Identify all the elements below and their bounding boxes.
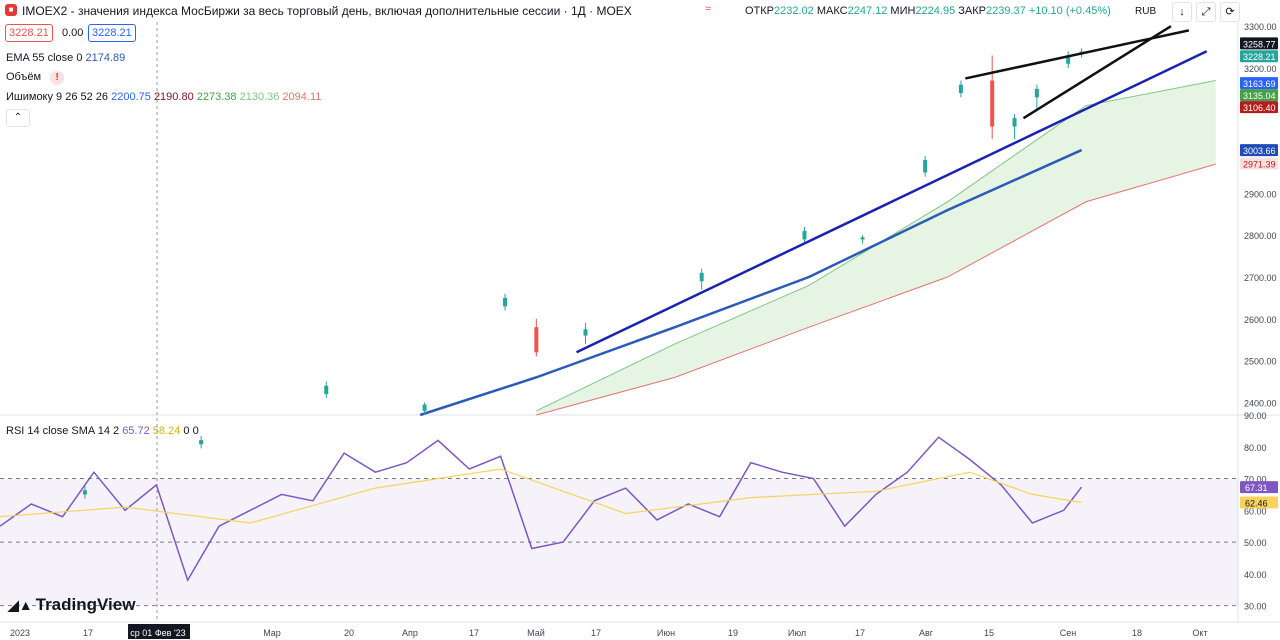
legend-collapse-button[interactable]: ⌃ — [6, 109, 30, 127]
price-axis-badge-text: 2971.39 — [1243, 160, 1276, 170]
time-tick-label: 19 — [728, 628, 738, 638]
candle-body — [923, 159, 928, 173]
legend-ema[interactable]: EMA 55 close 0 2174.89 — [6, 52, 126, 64]
time-tick-label: 15 — [984, 628, 994, 638]
price-tick-label: 2800.00 — [1244, 231, 1277, 241]
legend-rsi[interactable]: RSI 14 close SMA 14 2 65.72 58.24 0 0 — [6, 425, 199, 437]
price-axis-badge-text: 3228.21 — [1243, 52, 1276, 62]
ema-55-line — [419, 148, 1083, 417]
time-tick-label: 18 — [1132, 628, 1142, 638]
time-tick-label: 17 — [83, 628, 93, 638]
candle-body — [802, 231, 807, 240]
price-tick-label: 3200.00 — [1244, 64, 1277, 74]
drawn-trendline — [1022, 25, 1172, 120]
rsi-axis-badge-text: 67.31 — [1245, 483, 1268, 493]
rsi-tick-label: 40.00 — [1244, 570, 1267, 580]
candle-body — [583, 329, 588, 336]
candle-body — [958, 84, 963, 94]
candle-body — [860, 237, 865, 240]
candle-body — [1066, 55, 1071, 64]
time-tick-label: 17 — [469, 628, 479, 638]
time-tick-label: Окт — [1192, 628, 1207, 638]
time-tick-label: Июл — [788, 628, 806, 638]
rsi-tick-label: 60.00 — [1244, 506, 1267, 516]
drawn-trendline — [965, 29, 1190, 80]
legend-ichimoku[interactable]: Ишимоку 9 26 52 26 2200.75 2190.80 2273.… — [6, 91, 322, 103]
time-tick-label: 17 — [591, 628, 601, 638]
price-tick-label: 2700.00 — [1244, 273, 1277, 283]
candle-body — [503, 297, 508, 307]
time-tick-label: 17 — [855, 628, 865, 638]
time-tick-label: Апр — [402, 628, 418, 638]
rsi-ma-line — [0, 468, 1082, 524]
price-axis-badge — [1240, 101, 1278, 114]
price-tick-label: 2500.00 — [1244, 357, 1277, 367]
price-axis-badge — [1240, 37, 1278, 50]
candle-body — [990, 80, 995, 127]
time-tick-label: 2023 — [10, 628, 30, 638]
price-axis-badge-text: 3106.40 — [1243, 103, 1276, 113]
volume-alert-icon: ! — [50, 71, 65, 85]
time-tick-label: Авг — [919, 628, 934, 638]
bid-price-tag[interactable]: 3228.21 — [5, 24, 53, 42]
symbol-title[interactable]: IMOEX2 - значения индекса МосБиржи за ве… — [22, 4, 632, 18]
tradingview-icon: ◢▲ — [8, 597, 33, 613]
drawn-trendline — [576, 50, 1208, 354]
rsi-line — [0, 436, 1083, 583]
spread-value: 0.00 — [62, 27, 84, 39]
price-axis-badge — [1240, 157, 1278, 170]
time-tick-label: ср 01 Фев '23 — [130, 628, 185, 638]
currency-label[interactable]: RUB — [1135, 6, 1157, 17]
price-tick-label: 2900.00 — [1244, 189, 1277, 199]
price-axis-badge — [1240, 89, 1278, 102]
compare-icon[interactable]: ≈ — [705, 3, 712, 15]
candle-body — [699, 272, 704, 282]
chart-header: ■ IMOEX2 - значения индекса МосБиржи за … — [0, 0, 1280, 22]
candle-body — [1034, 88, 1039, 98]
legend-volume[interactable]: Объём ! — [6, 71, 65, 85]
price-axis-badge — [1240, 77, 1278, 90]
refresh-icon[interactable]: ⟳ — [1220, 2, 1240, 22]
time-tick-label: Мар — [263, 628, 281, 638]
price-tick-label: 2600.00 — [1244, 315, 1277, 325]
rsi-tick-label: 30.00 — [1244, 602, 1267, 612]
rsi-tick-label: 90.00 — [1244, 411, 1267, 421]
ohlc-readout: ОТКР2232.02 МАКС2247.12 МИН2224.95 ЗАКР2… — [745, 5, 1111, 17]
candle-body — [82, 490, 87, 495]
candle-body — [534, 327, 539, 353]
rsi-tick-label: 50.00 — [1244, 538, 1267, 548]
rsi-axis-badge — [1240, 496, 1278, 509]
candle-body — [324, 385, 329, 395]
rsi-axis-badge — [1240, 481, 1278, 494]
price-axis-badge — [1240, 144, 1278, 157]
candle-body — [1012, 118, 1017, 127]
time-tick-label: Май — [527, 628, 545, 638]
crosshair-date-badge — [128, 624, 190, 639]
price-axis-badge-text: 3135.04 — [1243, 91, 1276, 101]
price-axis-badge-text: 3003.66 — [1243, 146, 1276, 156]
price-tick-label: 3300.00 — [1244, 22, 1277, 32]
rsi-tick-label: 70.00 — [1244, 475, 1267, 485]
fullscreen-icon[interactable]: ⤢ — [1196, 2, 1216, 22]
price-axis-badge-text: 3163.69 — [1243, 79, 1276, 89]
price-tick-label: 2400.00 — [1244, 398, 1277, 408]
time-tick-label: Сен — [1060, 628, 1077, 638]
price-axis-badge — [1240, 50, 1278, 63]
rsi-axis-badge-text: 62.46 — [1245, 499, 1268, 509]
time-tick-label: Июн — [657, 628, 675, 638]
symbol-logo-icon: ■ — [5, 4, 17, 16]
price-axis-badge-text: 3258.77 — [1243, 39, 1276, 49]
candle-body — [422, 404, 427, 411]
candle-body — [199, 440, 204, 445]
ask-price-tag[interactable]: 3228.21 — [88, 24, 136, 42]
tradingview-logo[interactable]: ◢▲ TradingView — [8, 595, 136, 614]
time-tick-label: 20 — [344, 628, 354, 638]
rsi-tick-label: 80.00 — [1244, 443, 1267, 453]
senkou-span-b — [536, 163, 1216, 416]
arrow-down-icon[interactable]: ↓ — [1172, 2, 1192, 22]
ichimoku-cloud — [536, 80, 1216, 415]
